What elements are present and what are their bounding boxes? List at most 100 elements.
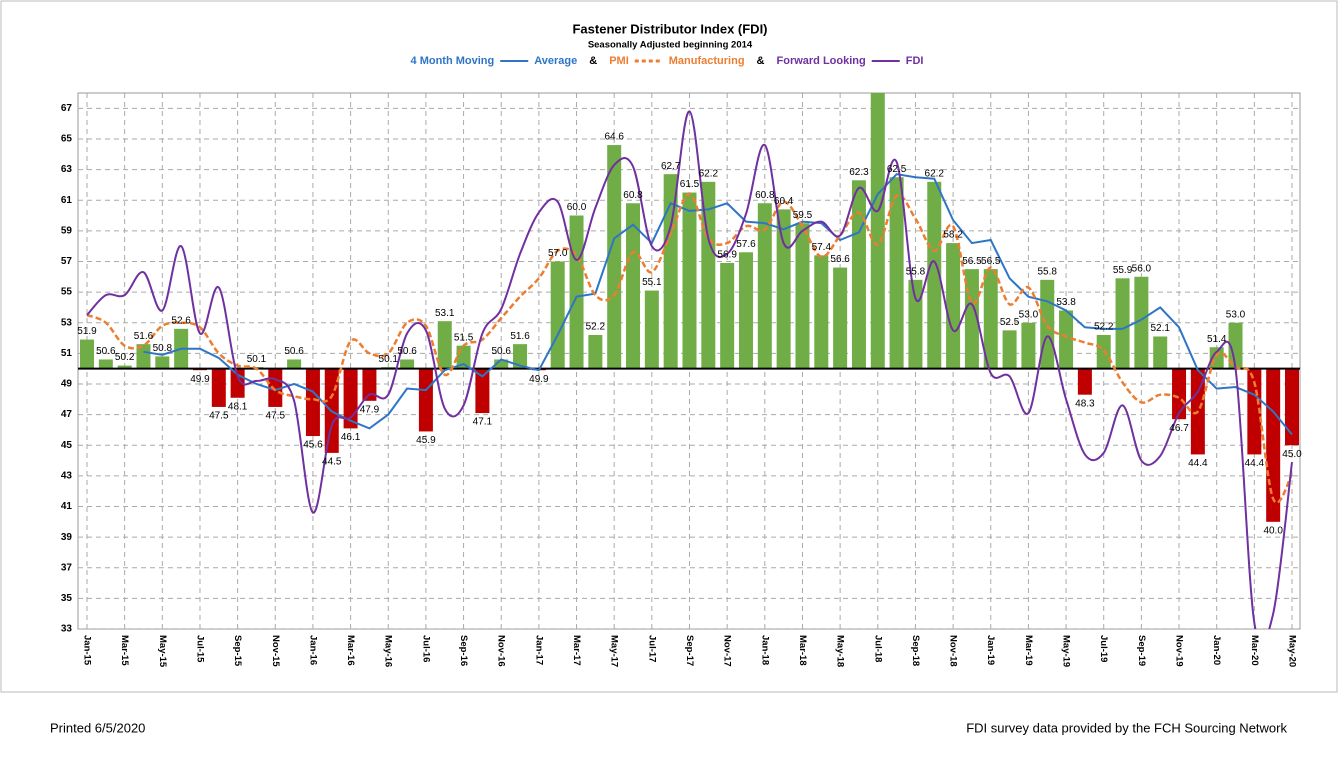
y-tick-label: 49 [61,379,73,390]
bar [155,356,170,369]
bar [814,255,829,369]
bar [851,180,866,369]
bar [513,344,528,369]
bar [870,93,885,369]
bar [475,368,490,414]
legend-text: PMI [609,55,629,67]
x-tick-label: Nov-19 [1174,635,1185,667]
data-label: 51.5 [454,332,474,343]
chart-title: Fastener Distributor Index (FDI) [572,21,767,36]
y-tick-label: 45 [61,440,73,451]
bar [644,290,659,369]
data-label: 56.6 [830,254,850,265]
data-label: 58.2 [943,230,963,241]
bar [795,223,810,369]
bar [889,177,904,369]
data-label: 44.4 [1188,458,1208,469]
data-label: 45.6 [303,440,323,451]
data-label: 56.9 [717,250,737,261]
x-tick-label: May-17 [609,635,620,667]
bar [738,252,753,369]
data-label: 51.9 [77,326,97,337]
x-tick-label: Mar-15 [119,635,130,666]
data-label: 62.5 [887,164,907,175]
bar [1077,368,1092,395]
x-tick-label: Mar-19 [1023,635,1034,666]
bar [362,368,377,401]
data-label: 44.5 [322,457,342,468]
data-label: 47.9 [360,404,380,415]
data-label: 55.8 [906,266,926,277]
data-label: 51.4 [1207,334,1227,345]
y-tick-label: 43 [61,470,73,481]
bar [1134,276,1149,369]
data-label: 60.4 [774,196,794,207]
data-label: 57.6 [736,239,756,250]
legend-text: Average [534,55,577,67]
data-label: 51.6 [134,331,154,342]
legend-text: & [757,55,765,67]
data-label: 46.7 [1169,423,1189,434]
data-label: 47.5 [266,411,286,422]
bar [80,339,94,369]
bar [1002,330,1017,369]
data-label: 49.9 [190,374,210,385]
data-label: 55.8 [1038,266,1058,277]
x-tick-label: Sep-15 [232,635,243,667]
bar [136,344,151,369]
bar [211,368,226,407]
bar [287,359,302,369]
data-label: 50.6 [397,346,417,357]
data-label: 50.1 [247,354,267,365]
data-label: 48.1 [228,401,248,412]
bar [1040,279,1055,369]
x-tick-label: May-19 [1061,635,1072,667]
x-tick-label: Jul-18 [872,635,883,662]
x-tick-label: Jan-18 [759,635,770,665]
y-tick-label: 53 [61,317,73,328]
footer-right: FDI survey data provided by the FCH Sour… [966,720,1287,735]
bar [927,181,942,369]
x-tick-label: Sep-18 [910,635,921,666]
y-tick-label: 65 [61,134,73,145]
data-label: 62.3 [849,167,869,178]
y-tick-label: 41 [61,501,73,512]
series-line [143,173,1293,436]
x-tick-label: May-18 [835,635,846,667]
x-tick-label: Jul-15 [194,635,205,663]
data-label: 52.1 [1150,323,1170,334]
bar [437,321,452,369]
x-tick-label: Jul-19 [1098,635,1109,662]
data-label: 47.5 [209,411,229,422]
footer-left: Printed 6/5/2020 [50,720,145,735]
y-tick-label: 35 [61,593,73,604]
legend-text: FDI [906,55,924,67]
bar [117,365,132,369]
bar [1285,368,1299,446]
bar [400,359,415,369]
data-label: 53.8 [1056,297,1076,308]
y-tick-label: 67 [61,103,73,114]
legend-text: Manufacturing [669,55,745,67]
bar [1115,278,1130,369]
data-label: 62.2 [699,168,719,179]
series-line [86,192,1294,504]
data-label: 60.0 [567,202,587,213]
x-tick-label: Jan-16 [307,635,318,665]
bar [682,192,697,369]
data-label: 61.5 [680,179,700,190]
bar [550,261,565,369]
bar [908,279,923,369]
bar [1059,310,1074,369]
data-label: 51.6 [510,331,530,342]
data-label: 62.2 [925,168,945,179]
data-label: 57.4 [812,242,832,253]
y-tick-label: 51 [61,348,73,359]
bar [626,203,641,369]
x-tick-label: Jan-17 [533,635,544,665]
x-tick-label: May-15 [157,635,168,668]
data-label: 48.3 [1075,398,1095,409]
x-tick-label: Mar-16 [345,635,356,666]
bar [757,203,772,369]
x-tick-label: Jan-19 [985,635,996,665]
